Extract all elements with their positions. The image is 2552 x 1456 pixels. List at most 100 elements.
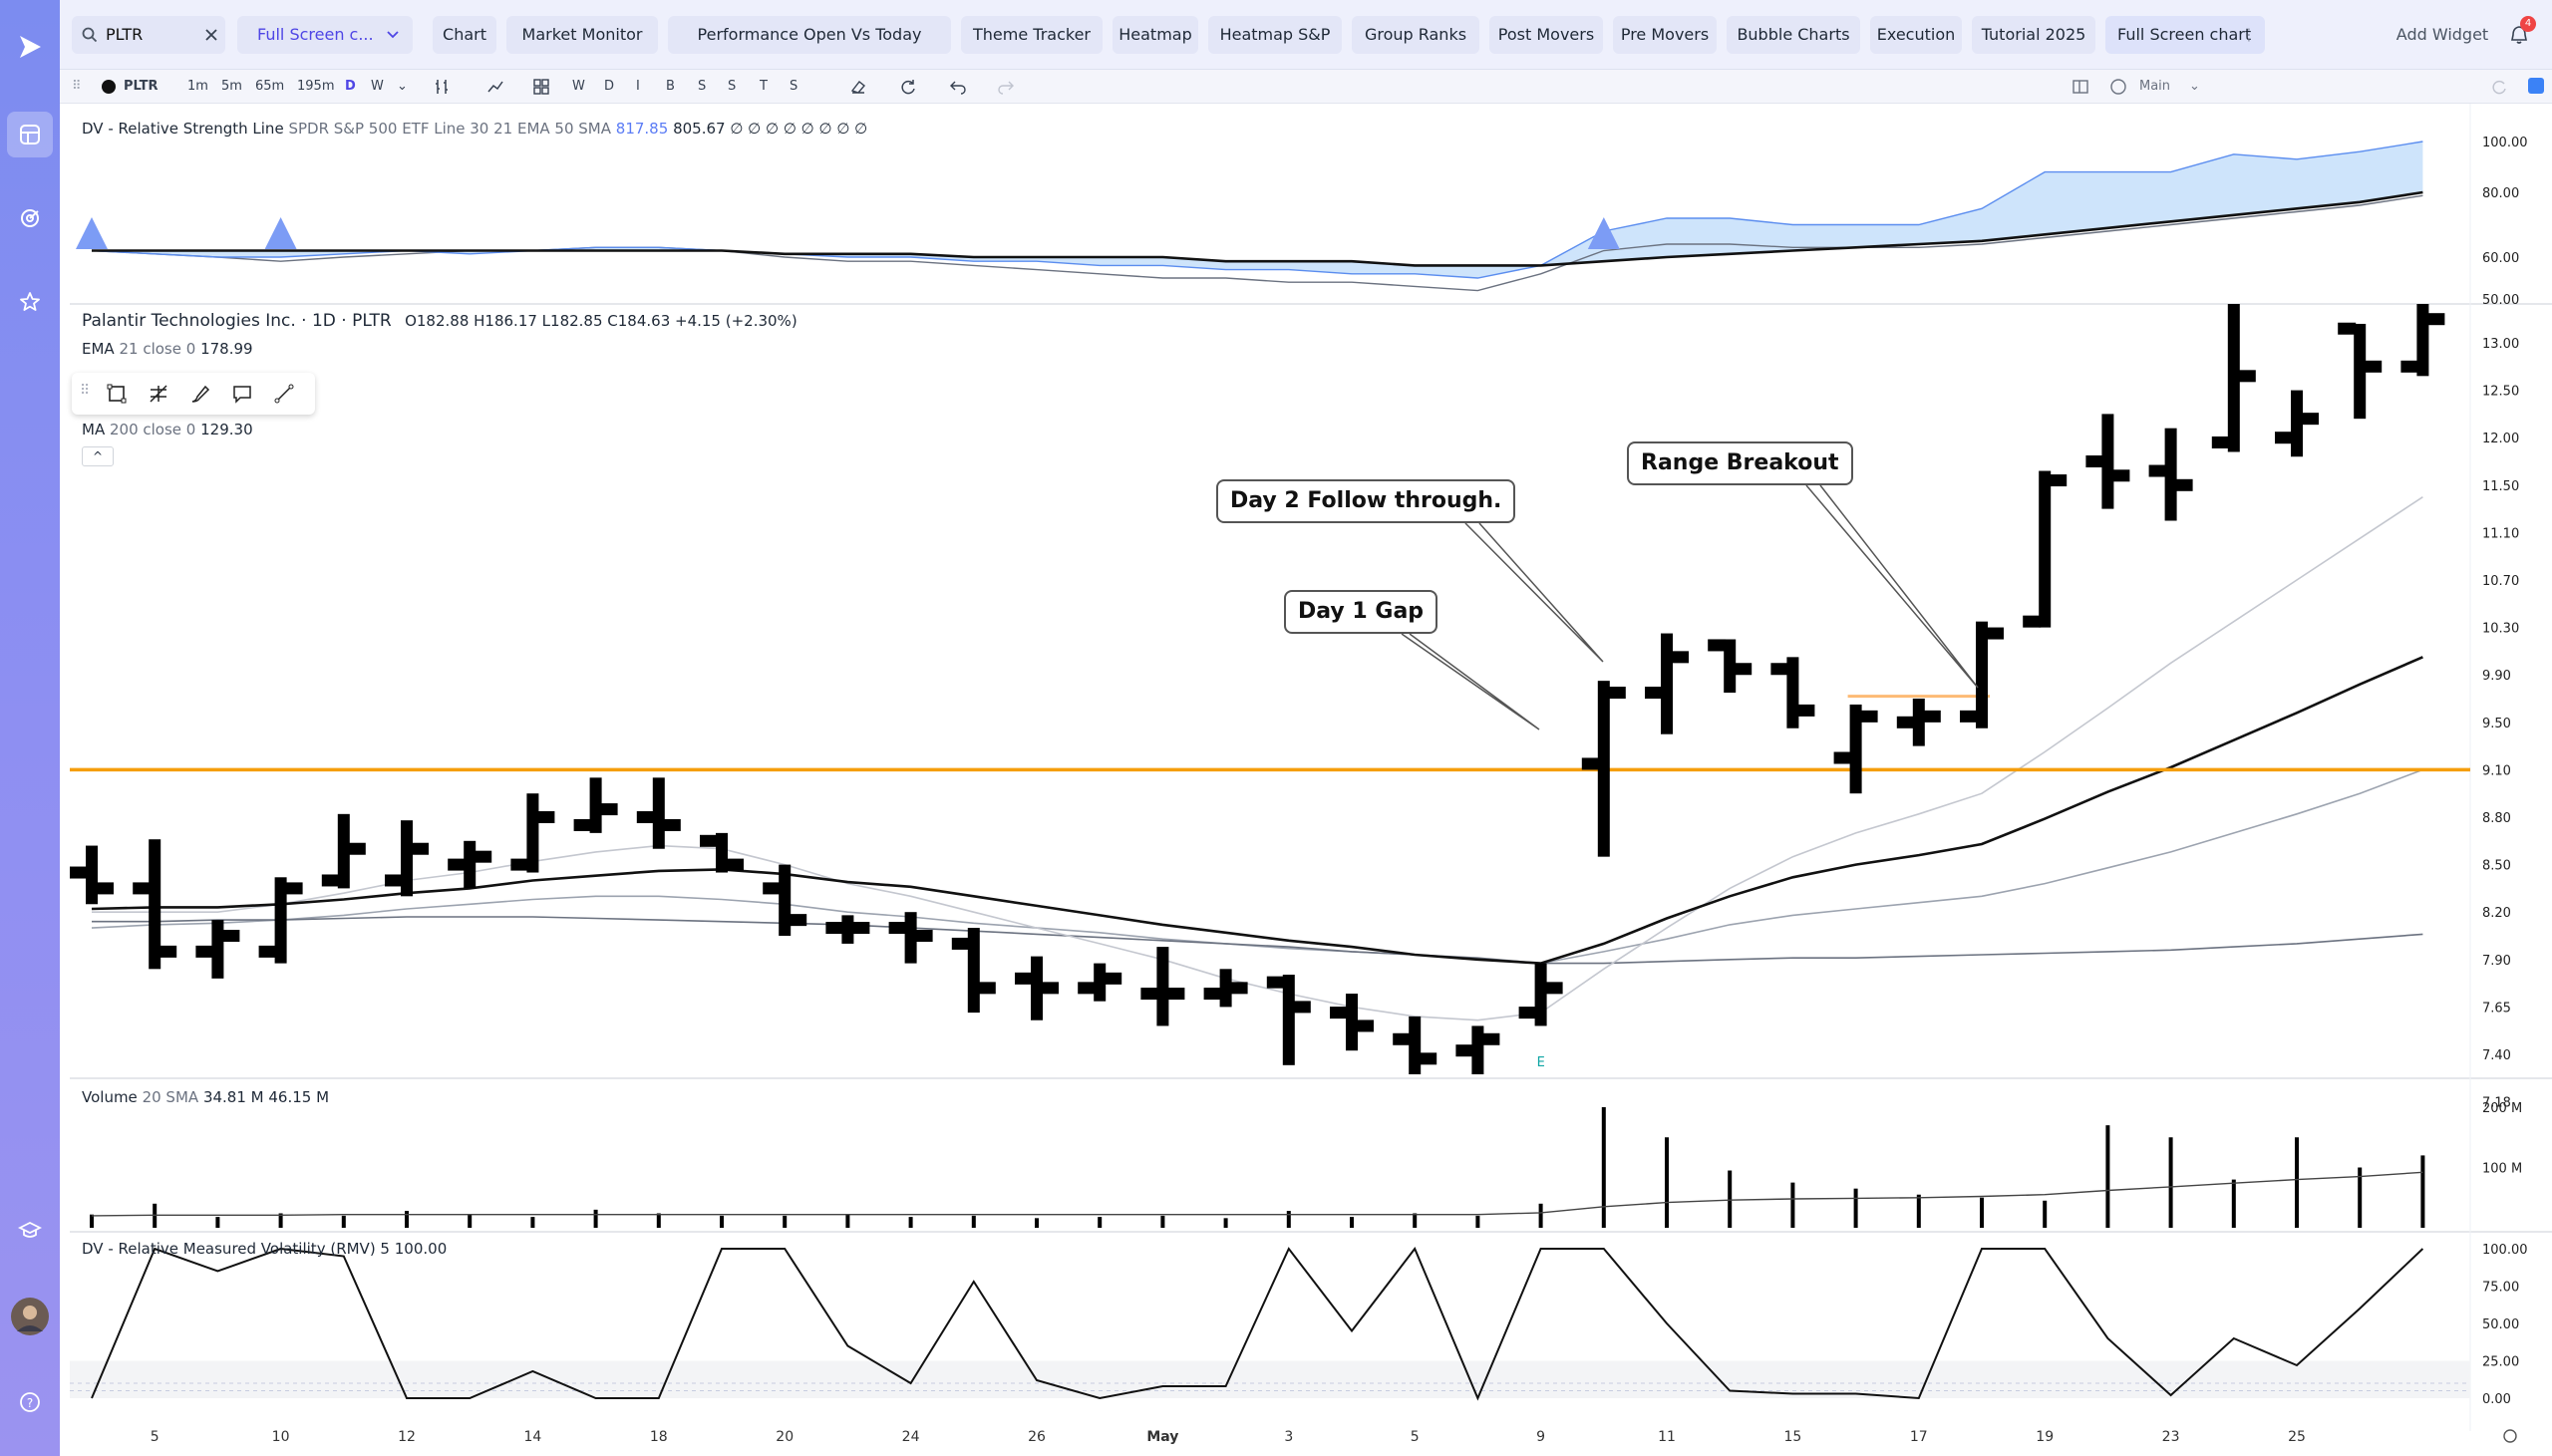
notification-bell[interactable]: 4 xyxy=(2508,16,2536,50)
ohlc-bar xyxy=(1015,956,1059,1020)
fib-tool-icon[interactable] xyxy=(148,383,169,405)
interval-dropdown-icon[interactable]: ⌄ xyxy=(397,79,408,94)
bar-open-tick xyxy=(1518,1007,1537,1019)
volume-bar xyxy=(1350,1217,1354,1228)
tab-heatmap-sp[interactable]: Heatmap S&P xyxy=(1208,16,1342,54)
tab-label: Chart xyxy=(443,25,486,44)
rs-legend[interactable]: DV - Relative Strength Line SPDR S&P 500… xyxy=(82,120,867,138)
undo-icon[interactable] xyxy=(949,78,967,96)
interval-5m[interactable]: 5m xyxy=(221,79,242,94)
layout-dropdown-icon[interactable]: ⌄ xyxy=(2189,79,2200,94)
clear-search-icon[interactable] xyxy=(205,29,217,41)
bar-range xyxy=(1031,956,1043,1020)
tab-bubble-charts[interactable]: Bubble Charts xyxy=(1727,16,1860,54)
help-icon[interactable]: ? xyxy=(7,1379,53,1425)
bar-close-tick xyxy=(1229,982,1248,995)
note-tool-icon[interactable] xyxy=(231,383,253,405)
ma-legend[interactable]: MA 200 close 0 129.30 xyxy=(82,421,253,438)
callout-day1-gap[interactable]: Day 1 Gap xyxy=(1284,590,1438,634)
callout-day2-follow-through[interactable]: Day 2 Follow through. xyxy=(1216,479,1516,523)
bar-range xyxy=(1534,963,1547,1026)
charts-nav-icon[interactable] xyxy=(7,112,53,157)
layout-name[interactable]: Main xyxy=(2139,79,2171,94)
toolbar-letter-s3[interactable]: S xyxy=(790,79,798,94)
templates-icon[interactable] xyxy=(532,78,550,96)
tab-full-screen-chart[interactable]: Full Screen chart ⋮ xyxy=(2105,16,2265,54)
price-axis-label: 11.10 xyxy=(2482,526,2519,541)
toolbar-letter-t[interactable]: T xyxy=(760,79,768,94)
toolbar-symbol[interactable]: PLTR xyxy=(124,79,159,94)
tab-performance-open-vs-today[interactable]: Performance Open Vs Today xyxy=(668,16,951,54)
toolbar-letter-s1[interactable]: S xyxy=(698,79,707,94)
tab-group-ranks[interactable]: Group Ranks xyxy=(1352,16,1479,54)
toolbar-letter-d[interactable]: D xyxy=(604,79,615,94)
avatar[interactable] xyxy=(7,1294,53,1339)
tab-chart[interactable]: Chart xyxy=(433,16,496,54)
sync-icon[interactable] xyxy=(2490,78,2508,96)
bar-close-tick xyxy=(1104,972,1122,985)
x-axis-label: 10 xyxy=(272,1429,290,1445)
interval-65m[interactable]: 65m xyxy=(255,79,285,94)
refresh-icon[interactable] xyxy=(899,78,917,96)
interval-1m[interactable]: 1m xyxy=(187,79,208,94)
toolbar-letter-w[interactable]: W xyxy=(572,79,585,94)
layout-selector[interactable]: Full Screen c... xyxy=(237,16,413,54)
collapse-legend-button[interactable]: ^ xyxy=(82,446,114,466)
indicators-icon[interactable] xyxy=(486,78,504,96)
toolbar-letter-b[interactable]: B xyxy=(666,79,675,94)
rs-line xyxy=(91,141,2423,279)
bar-open-tick xyxy=(70,866,88,879)
tab-label: Execution xyxy=(1876,25,1956,44)
scanner-nav-icon[interactable] xyxy=(7,195,53,241)
tab-theme-tracker[interactable]: Theme Tracker xyxy=(961,16,1103,54)
main-legend[interactable]: Palantir Technologies Inc. · 1D · PLTR O… xyxy=(82,311,798,331)
svg-text:?: ? xyxy=(27,1396,33,1410)
interval-195m[interactable]: 195m xyxy=(297,79,335,94)
interval-w[interactable]: W xyxy=(371,79,384,94)
volume-legend[interactable]: Volume 20 SMA 34.81 M 46.15 M xyxy=(82,1088,329,1106)
rs-axis-label: 100.00 xyxy=(2482,136,2528,150)
toolbar-letter-s2[interactable]: S xyxy=(728,79,737,94)
sma-light-line xyxy=(92,496,2423,1021)
tab-tutorial-2025[interactable]: Tutorial 2025 xyxy=(1972,16,2095,54)
folder-icon[interactable] xyxy=(2109,78,2127,96)
ohlc-bar xyxy=(888,912,933,964)
bar-close-tick xyxy=(2111,469,2130,482)
bar-range xyxy=(967,928,980,1014)
trendline-tool-icon[interactable] xyxy=(273,383,295,405)
bar-style-icon[interactable] xyxy=(433,78,451,96)
watchlist-star-icon[interactable] xyxy=(7,279,53,325)
ohlc-bar xyxy=(573,777,618,833)
bar-open-tick xyxy=(1645,687,1663,700)
logo-play-icon[interactable] xyxy=(7,24,53,70)
education-cap-icon[interactable] xyxy=(7,1208,53,1254)
redo-icon[interactable] xyxy=(997,78,1015,96)
tab-more-icon[interactable]: ⋮ xyxy=(2241,25,2257,44)
tab-heatmap[interactable]: Heatmap xyxy=(1113,16,1198,54)
add-widget-button[interactable]: Add Widget xyxy=(2395,25,2489,44)
brush-tool-icon[interactable] xyxy=(189,383,211,405)
drag-handle-icon[interactable]: ⠿ xyxy=(72,79,82,94)
layout-grid-icon[interactable] xyxy=(2072,78,2089,96)
price-axis-label: 9.50 xyxy=(2482,717,2511,731)
toolbar-letter-i[interactable]: I xyxy=(636,79,640,94)
tab-execution[interactable]: Execution xyxy=(1870,16,1962,54)
tab-market-monitor[interactable]: Market Monitor xyxy=(506,16,658,54)
bar-range xyxy=(1282,975,1295,1065)
rmv-legend[interactable]: DV - Relative Measured Volatility (RMV) … xyxy=(82,1240,447,1258)
tab-post-movers[interactable]: Post Movers xyxy=(1489,16,1603,54)
ema-legend[interactable]: EMA 21 close 0 178.99 xyxy=(82,340,253,358)
callout-pointer-breakout xyxy=(1805,484,1979,689)
callout-range-breakout[interactable]: Range Breakout xyxy=(1627,441,1853,485)
rs-legend-value: 805.67 xyxy=(673,120,726,138)
bar-open-tick xyxy=(1960,710,1978,723)
panel-color-swatch[interactable] xyxy=(2528,78,2544,94)
tab-pre-movers[interactable]: Pre Movers xyxy=(1613,16,1717,54)
interval-d[interactable]: D xyxy=(345,79,356,94)
x-axis-label: 18 xyxy=(650,1429,668,1445)
eraser-icon[interactable] xyxy=(849,78,867,96)
symbol-search-input[interactable]: PLTR xyxy=(72,16,225,54)
drawbar-drag-icon[interactable]: ⠿ xyxy=(80,383,91,399)
rectangle-tool-icon[interactable] xyxy=(106,383,128,405)
